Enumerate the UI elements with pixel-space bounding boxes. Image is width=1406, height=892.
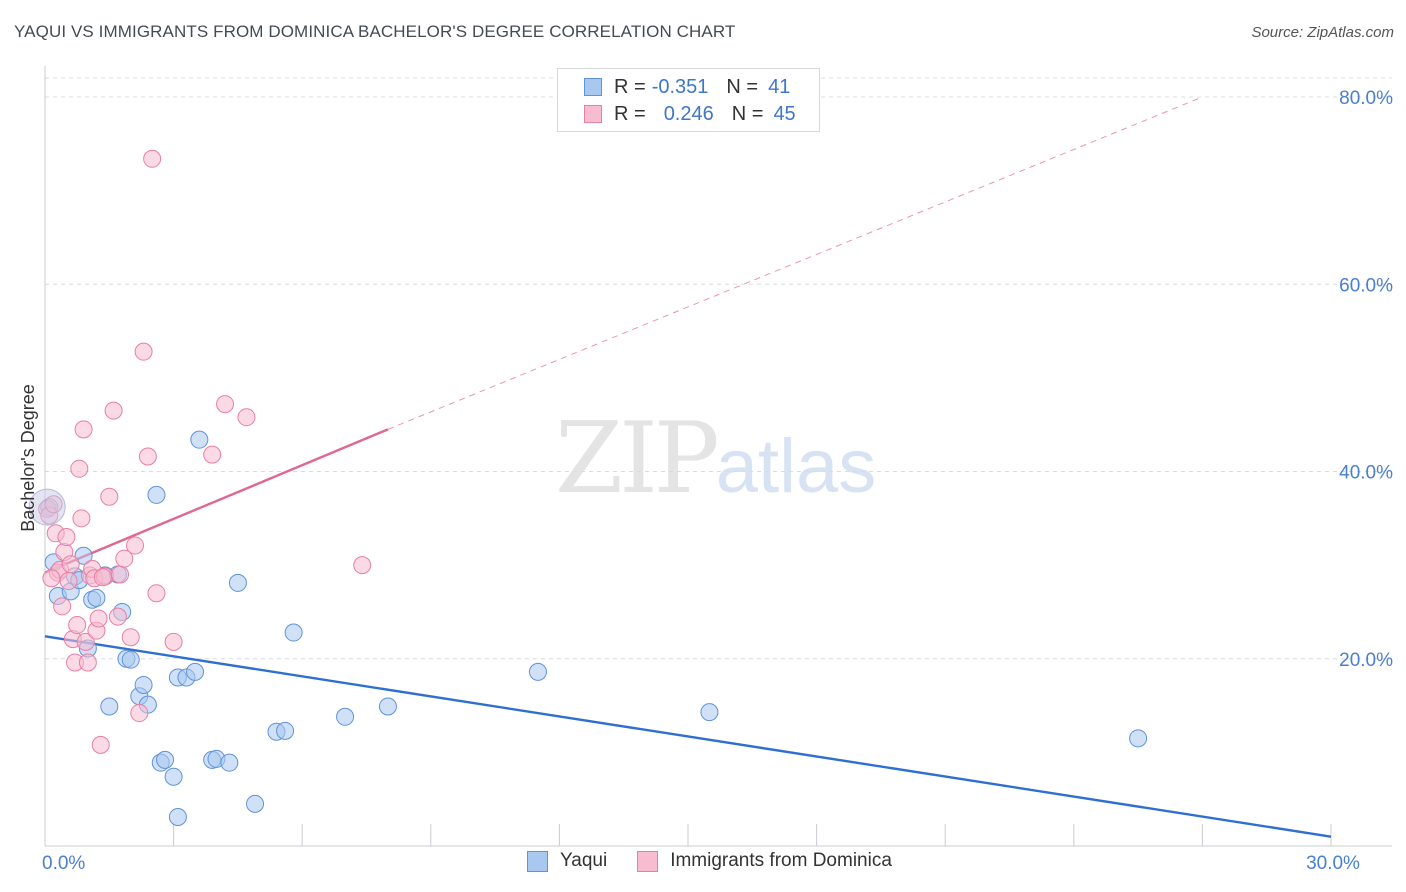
axes bbox=[44, 66, 1392, 847]
dominica-point bbox=[126, 536, 145, 555]
dominica-point bbox=[70, 459, 89, 478]
dominica-point bbox=[203, 445, 222, 464]
dominica-trend-line bbox=[44, 428, 389, 574]
yaqui-point bbox=[168, 807, 187, 826]
dominica-point bbox=[108, 607, 127, 626]
dominica-point bbox=[104, 401, 123, 420]
yaqui-trend-line bbox=[44, 635, 1332, 838]
dominica-point bbox=[147, 584, 166, 603]
legend-label-yaqui: Yaqui bbox=[560, 850, 608, 871]
legend-row-yaqui: R = -0.351 N = 41 bbox=[584, 74, 790, 100]
y-tick-label: 80.0% bbox=[1339, 88, 1393, 109]
yaqui-swatch bbox=[527, 850, 548, 872]
trend-lines bbox=[44, 96, 1332, 838]
yaqui-point bbox=[246, 794, 265, 813]
legend-r-value: 0.246 bbox=[663, 102, 714, 125]
dominica-point bbox=[59, 572, 78, 591]
dominica-point bbox=[143, 149, 162, 168]
dominica-point bbox=[121, 628, 140, 647]
legend-item-dominica: Immigrants from Dominica bbox=[637, 850, 892, 872]
watermark-atlas: atlas bbox=[715, 424, 877, 509]
dominica-point bbox=[76, 632, 95, 651]
legend-item-yaqui: Yaqui bbox=[527, 850, 607, 872]
legend-n-label: N = bbox=[731, 102, 764, 125]
x-tick-label: 0.0% bbox=[42, 853, 85, 874]
grid-lines bbox=[45, 77, 1392, 660]
dominica-point bbox=[74, 420, 93, 439]
yaqui-point bbox=[700, 703, 719, 722]
dominica-point bbox=[91, 735, 110, 754]
dominica-point bbox=[100, 487, 119, 506]
watermark-zip: ZIP bbox=[555, 402, 720, 516]
dominica-point bbox=[93, 568, 112, 587]
y-tick-label: 40.0% bbox=[1339, 463, 1393, 484]
dominica-point bbox=[237, 408, 256, 427]
watermark: ZIPatlas bbox=[555, 402, 876, 516]
dominica-point bbox=[130, 704, 149, 723]
dominica-point bbox=[57, 528, 76, 547]
dominica-point bbox=[115, 549, 134, 568]
chart-title: YAQUI VS IMMIGRANTS FROM DOMINICA BACHEL… bbox=[14, 22, 736, 41]
dominica-point bbox=[61, 555, 80, 574]
legend-n-label: N = bbox=[726, 75, 759, 98]
y-tick-label: 20.0% bbox=[1339, 650, 1393, 671]
y-tick-label: 60.0% bbox=[1339, 275, 1393, 296]
yaqui-point bbox=[134, 675, 153, 694]
yaqui-point bbox=[186, 662, 205, 681]
legend-row-dominica: R = 0.246 N = 45 bbox=[584, 101, 796, 127]
dominica-point bbox=[53, 597, 72, 616]
y-axis-label: Bachelor's Degree bbox=[18, 384, 38, 532]
dominica-point bbox=[89, 609, 108, 628]
dominica-point bbox=[111, 565, 130, 584]
yaqui-point bbox=[276, 721, 295, 740]
dominica-point bbox=[72, 509, 91, 528]
yaqui-point bbox=[100, 697, 119, 716]
dominica-point bbox=[134, 342, 153, 361]
legend-r-value: -0.351 bbox=[651, 75, 709, 98]
series-legend: Yaqui Immigrants from Dominica bbox=[527, 850, 922, 872]
yaqui-point bbox=[87, 588, 106, 607]
axis-labels: 20.0% 40.0% 60.0% 80.0% 0.0% 30.0% Bachelor's … bbox=[18, 88, 1393, 874]
yaqui-point bbox=[156, 750, 175, 769]
legend-r-label: R = bbox=[614, 75, 646, 98]
yaqui-point bbox=[528, 662, 547, 681]
legend-n-value: 45 bbox=[773, 102, 796, 125]
yaqui-point bbox=[147, 485, 166, 504]
correlation-legend: R = -0.351 N = 41 R = 0.246 N = 45 bbox=[557, 68, 820, 132]
yaqui-point bbox=[121, 650, 140, 669]
dominica-trend-extension bbox=[387, 96, 1203, 430]
legend-label-dominica: Immigrants from Dominica bbox=[670, 850, 892, 871]
yaqui-point bbox=[190, 430, 209, 449]
yaqui-point bbox=[284, 623, 303, 642]
legend-n-value: 41 bbox=[768, 75, 791, 98]
yaqui-point bbox=[1129, 729, 1148, 748]
x-tick-label: 30.0% bbox=[1306, 853, 1360, 874]
yaqui-point bbox=[228, 573, 247, 592]
yaqui-point bbox=[336, 707, 355, 726]
source-label: Source: ZipAtlas.com bbox=[1251, 24, 1394, 41]
yaqui-swatch bbox=[584, 78, 602, 96]
dominica-point bbox=[353, 556, 372, 575]
dominica-point bbox=[138, 447, 157, 466]
yaqui-point bbox=[28, 488, 66, 526]
dominica-point bbox=[164, 632, 183, 651]
yaqui-point bbox=[220, 753, 239, 772]
yaqui-point bbox=[164, 767, 183, 786]
dominica-point bbox=[216, 395, 235, 414]
dominica-point bbox=[78, 653, 97, 672]
yaqui-point bbox=[378, 697, 397, 716]
data-points bbox=[28, 149, 1148, 826]
dominica-point bbox=[68, 616, 87, 635]
legend-r-label: R = bbox=[614, 102, 646, 125]
dominica-point bbox=[42, 569, 61, 588]
dominica-swatch bbox=[637, 850, 659, 872]
dominica-swatch bbox=[584, 105, 602, 123]
yaqui-point bbox=[74, 546, 93, 565]
